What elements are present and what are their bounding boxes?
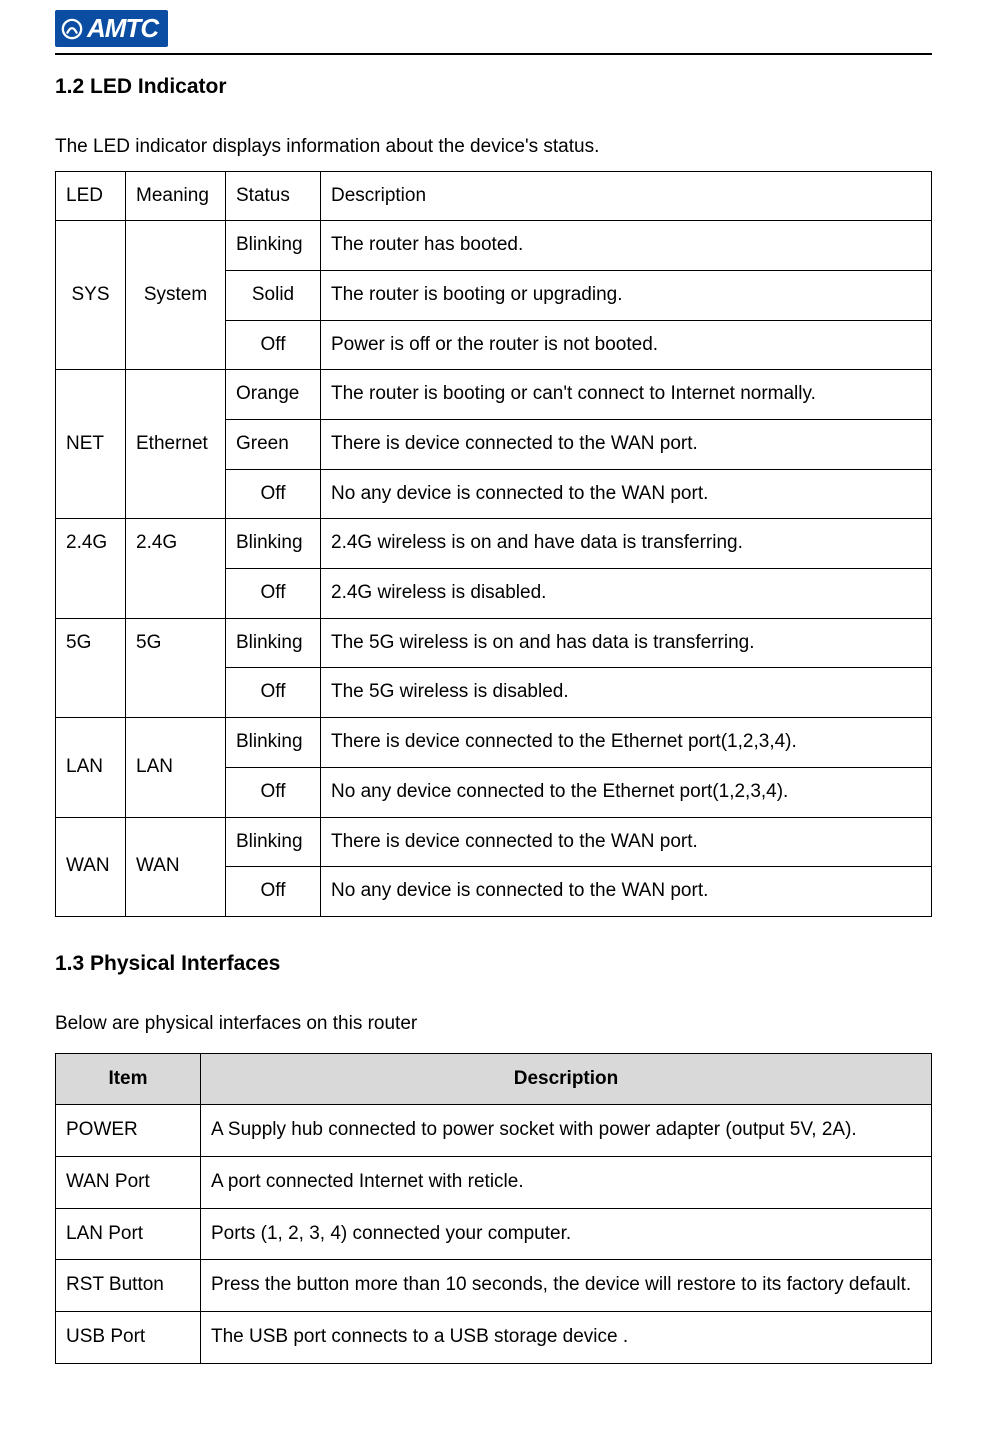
cell-status: Off bbox=[226, 569, 321, 619]
cell-description: There is device connected to the WAN por… bbox=[321, 420, 932, 470]
cell-led: 5G bbox=[56, 618, 126, 717]
table-row: USB Port The USB port connects to a USB … bbox=[56, 1311, 932, 1363]
cell-item: USB Port bbox=[56, 1311, 201, 1363]
table-row: 2.4G 2.4G Blinking 2.4G wireless is on a… bbox=[56, 519, 932, 569]
cell-description: No any device is connected to the WAN po… bbox=[321, 867, 932, 917]
table-row: LAN LAN Blinking There is device connect… bbox=[56, 718, 932, 768]
cell-description: No any device is connected to the WAN po… bbox=[321, 469, 932, 519]
cell-description: There is device connected to the Etherne… bbox=[321, 718, 932, 768]
cell-status: Off bbox=[226, 320, 321, 370]
cell-item: LAN Port bbox=[56, 1208, 201, 1260]
cell-status: Orange bbox=[226, 370, 321, 420]
cell-item: WAN Port bbox=[56, 1156, 201, 1208]
physical-interfaces-table: Item Description POWER A Supply hub conn… bbox=[55, 1053, 932, 1364]
cell-description: A port connected Internet with reticle. bbox=[201, 1156, 932, 1208]
cell-led: SYS bbox=[56, 221, 126, 370]
cell-meaning: WAN bbox=[126, 817, 226, 916]
th-led: LED bbox=[56, 171, 126, 221]
th-meaning: Meaning bbox=[126, 171, 226, 221]
th-status: Status bbox=[226, 171, 321, 221]
document-body: 1.2 LED Indicator The LED indicator disp… bbox=[0, 55, 987, 1404]
cell-status: Off bbox=[226, 767, 321, 817]
cell-led: 2.4G bbox=[56, 519, 126, 618]
section-intro-physical: Below are physical interfaces on this ro… bbox=[55, 1011, 932, 1038]
cell-description: There is device connected to the WAN por… bbox=[321, 817, 932, 867]
th-item: Item bbox=[56, 1053, 201, 1105]
cell-description: The router has booted. bbox=[321, 221, 932, 271]
cell-description: Power is off or the router is not booted… bbox=[321, 320, 932, 370]
section-heading-led: 1.2 LED Indicator bbox=[55, 75, 932, 99]
cell-meaning: Ethernet bbox=[126, 370, 226, 519]
cell-status: Blinking bbox=[226, 718, 321, 768]
cell-meaning: LAN bbox=[126, 718, 226, 817]
brand-logo: AMTC bbox=[55, 10, 168, 47]
table-row: WAN Port A port connected Internet with … bbox=[56, 1156, 932, 1208]
section-intro-led: The LED indicator displays information a… bbox=[55, 134, 932, 161]
cell-status: Off bbox=[226, 867, 321, 917]
brand-logo-text: AMTC bbox=[87, 13, 158, 44]
cell-description: No any device connected to the Ethernet … bbox=[321, 767, 932, 817]
cell-description: The 5G wireless is disabled. bbox=[321, 668, 932, 718]
table-row: RST Button Press the button more than 10… bbox=[56, 1260, 932, 1312]
cell-status: Off bbox=[226, 469, 321, 519]
brand-logo-icon bbox=[61, 18, 83, 40]
cell-description: A Supply hub connected to power socket w… bbox=[201, 1105, 932, 1157]
cell-meaning: 5G bbox=[126, 618, 226, 717]
led-indicator-table: LED Meaning Status Description SYS Syste… bbox=[55, 171, 932, 917]
cell-status: Blinking bbox=[226, 519, 321, 569]
cell-description: The router is booting or upgrading. bbox=[321, 270, 932, 320]
th-description: Description bbox=[201, 1053, 932, 1105]
table-row: 5G 5G Blinking The 5G wireless is on and… bbox=[56, 618, 932, 668]
table-row: WAN WAN Blinking There is device connect… bbox=[56, 817, 932, 867]
cell-description: The router is booting or can't connect t… bbox=[321, 370, 932, 420]
cell-status: Solid bbox=[226, 270, 321, 320]
cell-led: LAN bbox=[56, 718, 126, 817]
cell-description: 2.4G wireless is on and have data is tra… bbox=[321, 519, 932, 569]
cell-status: Green bbox=[226, 420, 321, 470]
section-heading-physical: 1.3 Physical Interfaces bbox=[55, 952, 932, 976]
cell-description: Press the button more than 10 seconds, t… bbox=[201, 1260, 932, 1312]
cell-led: NET bbox=[56, 370, 126, 519]
cell-description: The 5G wireless is on and has data is tr… bbox=[321, 618, 932, 668]
cell-status: Blinking bbox=[226, 618, 321, 668]
cell-meaning: 2.4G bbox=[126, 519, 226, 618]
cell-description: The USB port connects to a USB storage d… bbox=[201, 1311, 932, 1363]
table-row: SYS System Blinking The router has boote… bbox=[56, 221, 932, 271]
cell-led: WAN bbox=[56, 817, 126, 916]
table-row: POWER A Supply hub connected to power so… bbox=[56, 1105, 932, 1157]
th-description: Description bbox=[321, 171, 932, 221]
table-header-row: LED Meaning Status Description bbox=[56, 171, 932, 221]
cell-description: 2.4G wireless is disabled. bbox=[321, 569, 932, 619]
header-logo-bar: AMTC bbox=[0, 0, 987, 47]
cell-status: Blinking bbox=[226, 221, 321, 271]
cell-description: Ports (1, 2, 3, 4) connected your comput… bbox=[201, 1208, 932, 1260]
cell-item: RST Button bbox=[56, 1260, 201, 1312]
cell-status: Blinking bbox=[226, 817, 321, 867]
table-row: LAN Port Ports (1, 2, 3, 4) connected yo… bbox=[56, 1208, 932, 1260]
table-row: NET Ethernet Orange The router is bootin… bbox=[56, 370, 932, 420]
cell-item: POWER bbox=[56, 1105, 201, 1157]
table-header-row: Item Description bbox=[56, 1053, 932, 1105]
cell-meaning: System bbox=[126, 221, 226, 370]
cell-status: Off bbox=[226, 668, 321, 718]
